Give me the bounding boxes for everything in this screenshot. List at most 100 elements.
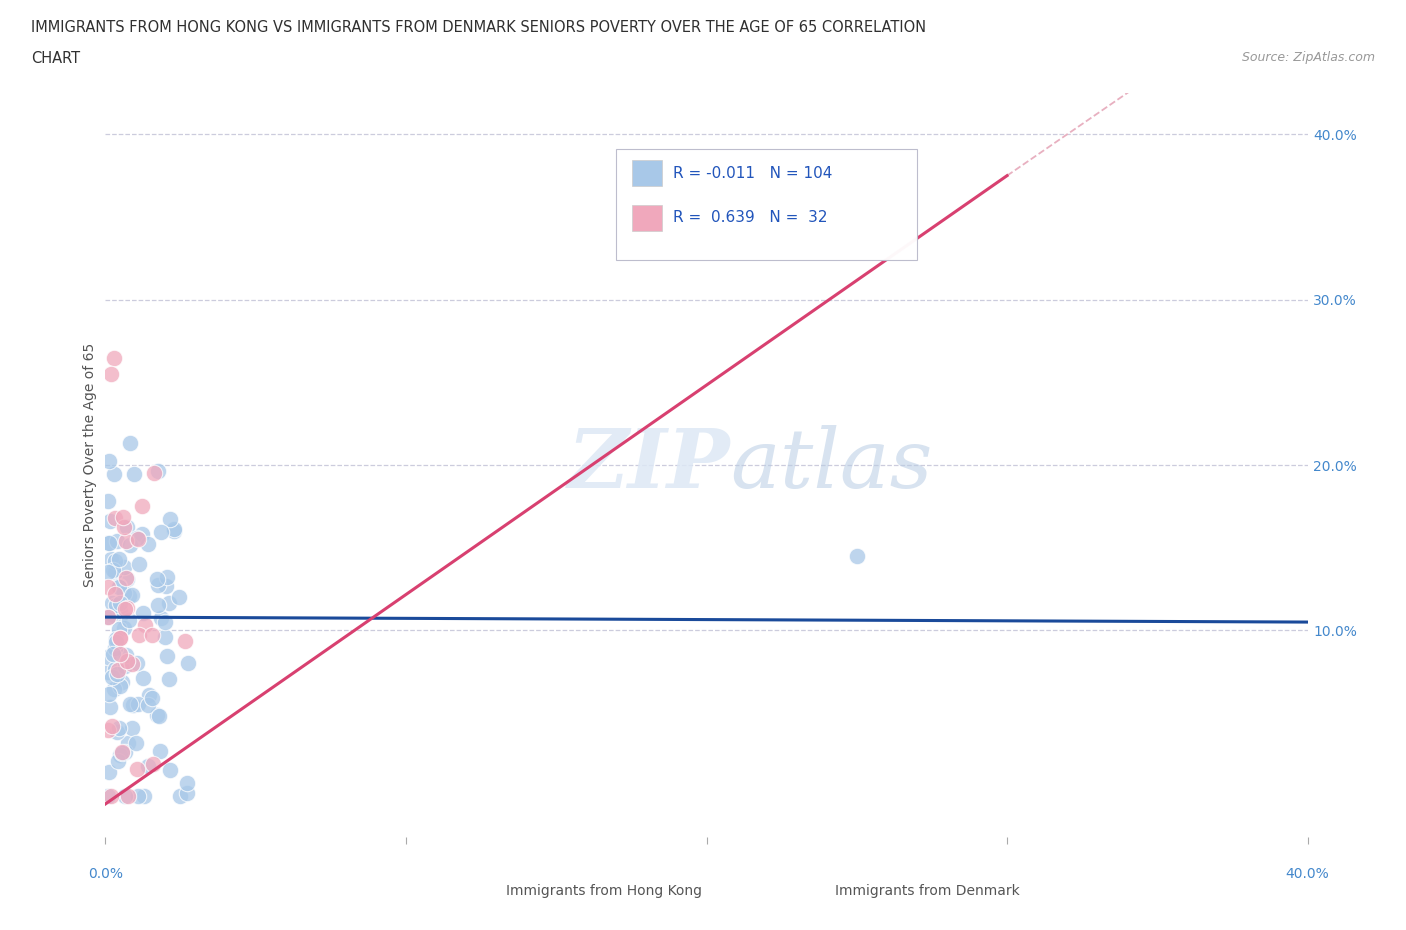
Point — [176, 786, 198, 801]
Point — [112, 621, 135, 636]
Point — [97, 649, 120, 664]
Point — [115, 534, 138, 549]
Bar — [465, 881, 496, 902]
Text: atlas: atlas — [731, 425, 934, 505]
Point — [97, 565, 120, 580]
Point — [111, 745, 134, 760]
Point — [107, 663, 129, 678]
Point — [128, 556, 150, 571]
Point — [103, 554, 125, 569]
Point — [114, 789, 136, 804]
Point — [108, 646, 131, 661]
Y-axis label: Seniors Poverty Over the Age of 65: Seniors Poverty Over the Age of 65 — [83, 343, 97, 587]
Point — [125, 736, 148, 751]
Point — [142, 466, 165, 481]
Point — [163, 524, 186, 538]
Point — [112, 520, 135, 535]
Bar — [631, 160, 662, 186]
Point — [153, 630, 176, 644]
Point — [111, 745, 134, 760]
Point — [107, 667, 129, 682]
Point — [146, 464, 169, 479]
Point — [97, 454, 120, 469]
Point — [100, 718, 122, 733]
Point — [112, 560, 135, 575]
Text: Source: ZipAtlas.com: Source: ZipAtlas.com — [1241, 51, 1375, 64]
Point — [107, 579, 129, 594]
Point — [97, 580, 120, 595]
Point — [100, 789, 122, 804]
Point — [110, 604, 132, 618]
Point — [121, 588, 143, 603]
Point — [121, 698, 143, 712]
Point — [138, 759, 160, 774]
Point — [121, 657, 143, 671]
Point — [104, 511, 127, 525]
Point — [104, 662, 127, 677]
Point — [117, 789, 139, 804]
Point — [132, 605, 155, 620]
Point — [174, 633, 197, 648]
Point — [97, 723, 120, 737]
Point — [105, 598, 128, 613]
Text: 40.0%: 40.0% — [1285, 867, 1330, 881]
Point — [157, 671, 180, 686]
Point — [149, 525, 172, 539]
Point — [108, 631, 131, 645]
Text: 0.0%: 0.0% — [89, 867, 122, 881]
Point — [97, 665, 120, 680]
Point — [115, 648, 138, 663]
Point — [115, 520, 138, 535]
Point — [108, 720, 131, 735]
Point — [146, 572, 169, 587]
Text: Immigrants from Denmark: Immigrants from Denmark — [835, 884, 1019, 897]
Point — [105, 534, 128, 549]
Text: R = -0.011   N = 104: R = -0.011 N = 104 — [673, 166, 832, 180]
Text: R =  0.639   N =  32: R = 0.639 N = 32 — [673, 210, 827, 225]
Point — [127, 697, 149, 711]
Point — [98, 699, 121, 714]
Bar — [797, 881, 827, 902]
Point — [115, 571, 138, 586]
Point — [112, 586, 135, 601]
Point — [134, 618, 156, 632]
Point — [108, 679, 131, 694]
Point — [108, 608, 131, 623]
Point — [149, 611, 172, 626]
Point — [141, 691, 163, 706]
Point — [108, 578, 131, 593]
Point — [117, 735, 139, 750]
Point — [118, 538, 141, 552]
Point — [97, 609, 120, 624]
Point — [177, 656, 200, 671]
Point — [118, 697, 141, 711]
Point — [138, 687, 160, 702]
Point — [118, 612, 141, 627]
Point — [163, 522, 186, 537]
Point — [97, 493, 120, 508]
Point — [122, 467, 145, 482]
Point — [98, 686, 121, 701]
Bar — [631, 205, 662, 231]
Point — [108, 631, 131, 645]
Point — [125, 656, 148, 671]
Point — [98, 513, 121, 528]
Point — [97, 610, 120, 625]
Point — [169, 789, 191, 804]
Point — [149, 743, 172, 758]
Point — [136, 536, 159, 551]
Point — [97, 536, 120, 551]
Point — [108, 621, 131, 636]
Point — [118, 435, 141, 450]
Point — [105, 631, 128, 646]
Point — [127, 532, 149, 547]
Point — [159, 512, 181, 527]
Point — [134, 789, 156, 804]
Point — [153, 615, 176, 630]
Point — [159, 763, 181, 777]
Point — [111, 674, 134, 689]
Point — [110, 748, 132, 763]
Point — [107, 754, 129, 769]
Point — [100, 606, 122, 621]
Point — [101, 646, 124, 661]
